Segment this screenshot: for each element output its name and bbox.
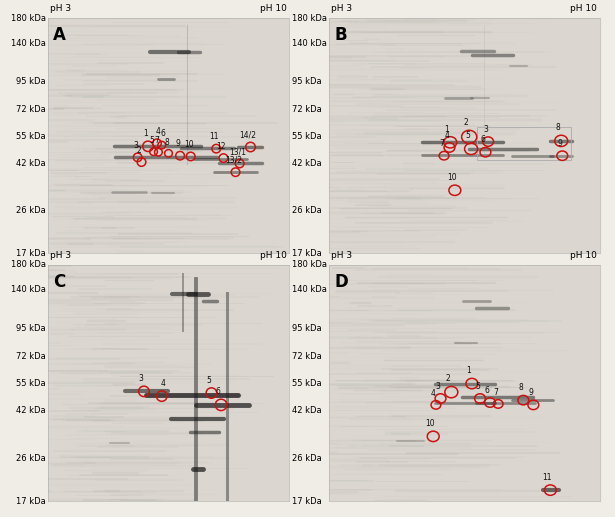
Text: 13/2: 13/2 bbox=[225, 156, 242, 165]
Text: 72 kDa: 72 kDa bbox=[292, 105, 321, 114]
Text: 10: 10 bbox=[184, 140, 193, 149]
Text: 6: 6 bbox=[480, 135, 485, 144]
Text: pH 10: pH 10 bbox=[260, 4, 287, 13]
Text: 6: 6 bbox=[216, 387, 221, 396]
Text: pH 10: pH 10 bbox=[260, 251, 287, 260]
Text: 55 kDa: 55 kDa bbox=[16, 379, 46, 388]
Text: pH 3: pH 3 bbox=[50, 4, 71, 13]
Text: 42 kDa: 42 kDa bbox=[16, 159, 46, 168]
Text: 7: 7 bbox=[493, 388, 498, 397]
Text: 3: 3 bbox=[435, 382, 440, 391]
Text: 1: 1 bbox=[467, 366, 471, 375]
Text: 17 kDa: 17 kDa bbox=[16, 249, 46, 258]
Text: B: B bbox=[335, 26, 347, 44]
Text: 26 kDa: 26 kDa bbox=[292, 206, 321, 216]
Text: 11: 11 bbox=[209, 132, 219, 141]
Text: 4: 4 bbox=[431, 389, 436, 398]
Text: pH 3: pH 3 bbox=[331, 4, 352, 13]
Text: 2: 2 bbox=[463, 118, 468, 127]
Text: 1: 1 bbox=[143, 129, 148, 138]
Text: 10: 10 bbox=[426, 419, 435, 428]
Text: 5: 5 bbox=[475, 382, 480, 391]
Text: 17 kDa: 17 kDa bbox=[292, 497, 321, 506]
Text: 26 kDa: 26 kDa bbox=[292, 454, 321, 463]
Text: 6: 6 bbox=[160, 129, 165, 139]
Text: 6: 6 bbox=[485, 386, 490, 394]
Text: 9: 9 bbox=[557, 139, 562, 148]
Text: 26 kDa: 26 kDa bbox=[16, 454, 46, 463]
Text: 3: 3 bbox=[133, 141, 138, 150]
Text: 3: 3 bbox=[139, 374, 144, 383]
Text: 7: 7 bbox=[439, 140, 444, 148]
Text: pH 10: pH 10 bbox=[570, 4, 597, 13]
Text: 42 kDa: 42 kDa bbox=[292, 159, 321, 168]
Text: 55 kDa: 55 kDa bbox=[292, 132, 321, 141]
Text: 4: 4 bbox=[444, 131, 449, 140]
Text: 140 kDa: 140 kDa bbox=[10, 39, 46, 48]
Text: 180 kDa: 180 kDa bbox=[10, 260, 46, 269]
Text: C: C bbox=[54, 272, 66, 291]
Text: pH 3: pH 3 bbox=[50, 251, 71, 260]
Text: 42 kDa: 42 kDa bbox=[292, 406, 321, 415]
Text: D: D bbox=[335, 272, 349, 291]
Text: 55 kDa: 55 kDa bbox=[16, 132, 46, 141]
Text: 42 kDa: 42 kDa bbox=[16, 406, 46, 415]
Text: 72 kDa: 72 kDa bbox=[292, 352, 321, 361]
Text: 2: 2 bbox=[446, 374, 450, 383]
Text: 72 kDa: 72 kDa bbox=[16, 105, 46, 114]
Bar bbox=[477, 127, 571, 160]
Text: 180 kDa: 180 kDa bbox=[292, 13, 327, 23]
Text: 3: 3 bbox=[483, 125, 488, 134]
Text: 140 kDa: 140 kDa bbox=[292, 285, 327, 294]
Text: 180 kDa: 180 kDa bbox=[10, 13, 46, 23]
Text: 5: 5 bbox=[207, 376, 211, 385]
Text: 10: 10 bbox=[447, 173, 457, 182]
Text: 95 kDa: 95 kDa bbox=[16, 78, 46, 86]
Text: 2: 2 bbox=[137, 146, 141, 155]
Text: 95 kDa: 95 kDa bbox=[16, 324, 46, 333]
Text: 140 kDa: 140 kDa bbox=[10, 285, 46, 294]
Text: 5: 5 bbox=[466, 131, 470, 140]
Text: 1: 1 bbox=[445, 125, 450, 133]
Text: 9: 9 bbox=[175, 140, 180, 148]
Text: 4: 4 bbox=[156, 127, 161, 136]
Text: 9: 9 bbox=[528, 388, 533, 397]
Text: 4: 4 bbox=[161, 379, 165, 388]
Text: 26 kDa: 26 kDa bbox=[16, 206, 46, 216]
Text: 17 kDa: 17 kDa bbox=[292, 249, 321, 258]
Text: 5: 5 bbox=[149, 136, 154, 145]
Text: 14/2: 14/2 bbox=[240, 130, 256, 139]
Text: A: A bbox=[54, 26, 66, 44]
Text: 8: 8 bbox=[555, 123, 560, 132]
Text: 8: 8 bbox=[518, 383, 523, 392]
Text: 13/1: 13/1 bbox=[229, 147, 246, 156]
Text: pH 10: pH 10 bbox=[570, 251, 597, 260]
Text: 72 kDa: 72 kDa bbox=[16, 352, 46, 361]
Text: pH 3: pH 3 bbox=[331, 251, 352, 260]
Text: 55 kDa: 55 kDa bbox=[292, 379, 321, 388]
Text: 12: 12 bbox=[216, 142, 226, 151]
Text: 11: 11 bbox=[542, 473, 552, 482]
Text: 180 kDa: 180 kDa bbox=[292, 260, 327, 269]
Text: 95 kDa: 95 kDa bbox=[292, 324, 321, 333]
Text: 8: 8 bbox=[164, 138, 169, 146]
Text: 17 kDa: 17 kDa bbox=[16, 497, 46, 506]
Text: 7: 7 bbox=[154, 136, 159, 145]
Text: 140 kDa: 140 kDa bbox=[292, 39, 327, 48]
Text: 95 kDa: 95 kDa bbox=[292, 78, 321, 86]
